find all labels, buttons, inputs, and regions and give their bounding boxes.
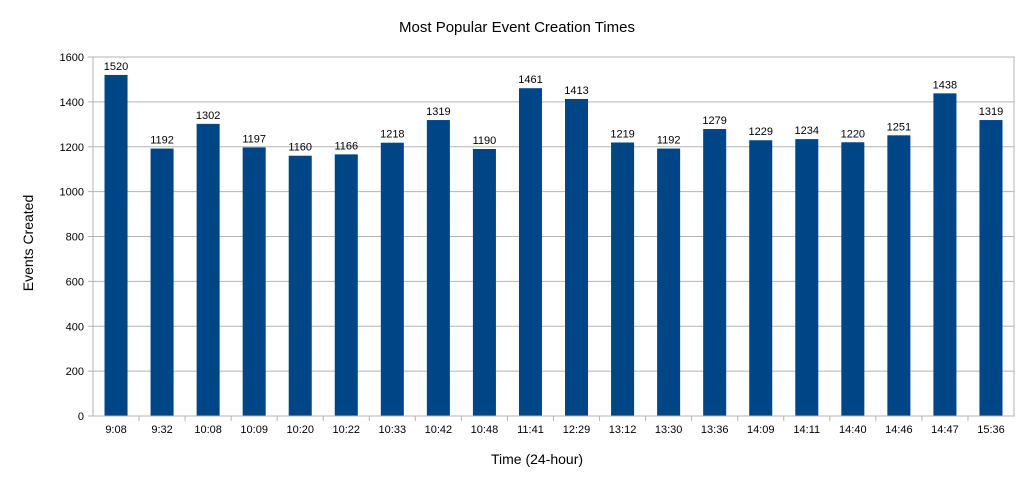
- data-label: 1192: [150, 135, 174, 147]
- bar: [611, 142, 635, 416]
- x-tick-label: 10:42: [425, 424, 453, 436]
- bar: [657, 148, 681, 417]
- data-label: 1234: [795, 125, 819, 137]
- data-label: 1219: [610, 128, 634, 140]
- bar: [933, 93, 957, 416]
- x-tick-label: 14:40: [839, 424, 867, 436]
- x-tick-label: 9:32: [151, 424, 172, 436]
- y-tick-label: 400: [66, 321, 84, 333]
- bar: [380, 142, 404, 416]
- bar: [196, 123, 220, 417]
- bar: [472, 148, 496, 416]
- data-label: 1319: [979, 106, 1003, 118]
- bar: [104, 74, 128, 416]
- y-tick-label: 200: [66, 366, 84, 378]
- y-tick-label: 1600: [60, 52, 84, 64]
- x-tick-label: 10:08: [194, 424, 222, 436]
- x-tick-label: 15:36: [977, 424, 1005, 436]
- data-label: 1251: [887, 121, 911, 133]
- bar: [841, 142, 865, 416]
- x-axis-title: Time (24-hour): [491, 451, 583, 467]
- data-label: 1229: [748, 126, 772, 138]
- bar: [887, 135, 911, 416]
- data-label: 1218: [380, 129, 404, 141]
- y-tick-label: 1400: [60, 97, 84, 109]
- chart-title: Most Popular Event Creation Times: [399, 19, 635, 36]
- x-tick-label: 14:09: [747, 424, 775, 436]
- bar: [288, 155, 312, 416]
- data-label: 1160: [288, 142, 312, 154]
- axes: 0 200 400 600 800 1000 1200 1400 1600 9:08 9:32 10:…: [60, 52, 1015, 436]
- x-tick-label: 10:20: [286, 424, 314, 436]
- y-tick-label: 600: [66, 276, 84, 288]
- data-label: 1319: [426, 106, 450, 118]
- data-label: 1461: [518, 74, 542, 86]
- y-tick-label: 1000: [60, 187, 84, 199]
- y-tick-label: 0: [78, 411, 84, 423]
- x-tick-label: 10:22: [333, 424, 361, 436]
- y-axis-title: Events Created: [20, 195, 36, 292]
- bar: [703, 129, 727, 417]
- x-tick-label: 12:29: [563, 424, 591, 436]
- y-tick-label: 1200: [60, 142, 84, 154]
- x-tick-label: 14:47: [931, 424, 959, 436]
- x-tick-label: 10:09: [240, 424, 268, 436]
- data-label: 1220: [841, 128, 865, 140]
- x-tick-label: 9:08: [105, 424, 126, 436]
- x-tick-label: 11:41: [517, 424, 544, 436]
- bar: [426, 120, 450, 416]
- x-tick-label: 14:11: [793, 424, 820, 436]
- gridlines: [93, 56, 1014, 372]
- bar: [979, 120, 1003, 416]
- x-tick-label: 13:36: [701, 424, 729, 436]
- data-label: 1197: [242, 133, 266, 145]
- data-label: 1192: [657, 135, 681, 147]
- bar: [565, 98, 589, 416]
- data-label: 1302: [196, 110, 220, 122]
- bar: [795, 139, 819, 416]
- bar: [150, 148, 174, 417]
- data-label: 1520: [104, 61, 128, 73]
- bar: [749, 140, 773, 417]
- x-tick-label: 13:12: [609, 424, 637, 436]
- x-tick-label: 10:48: [471, 424, 499, 436]
- data-label: 1279: [702, 115, 726, 127]
- y-tick-label: 800: [66, 232, 84, 244]
- bar: [242, 147, 266, 416]
- data-label: 1438: [933, 79, 957, 91]
- x-tick-label: 13:30: [655, 424, 683, 436]
- data-label: 1413: [564, 85, 588, 97]
- bars: 1520 1192 1302 1197 1160 1166 1218 1319 1190 1461…: [104, 61, 1003, 417]
- data-label: 1190: [473, 135, 497, 147]
- bar: [334, 154, 358, 416]
- x-tick-label: 10:33: [379, 424, 407, 436]
- x-tick-label: 14:46: [885, 424, 913, 436]
- bar: [518, 88, 542, 417]
- data-label: 1166: [334, 140, 358, 152]
